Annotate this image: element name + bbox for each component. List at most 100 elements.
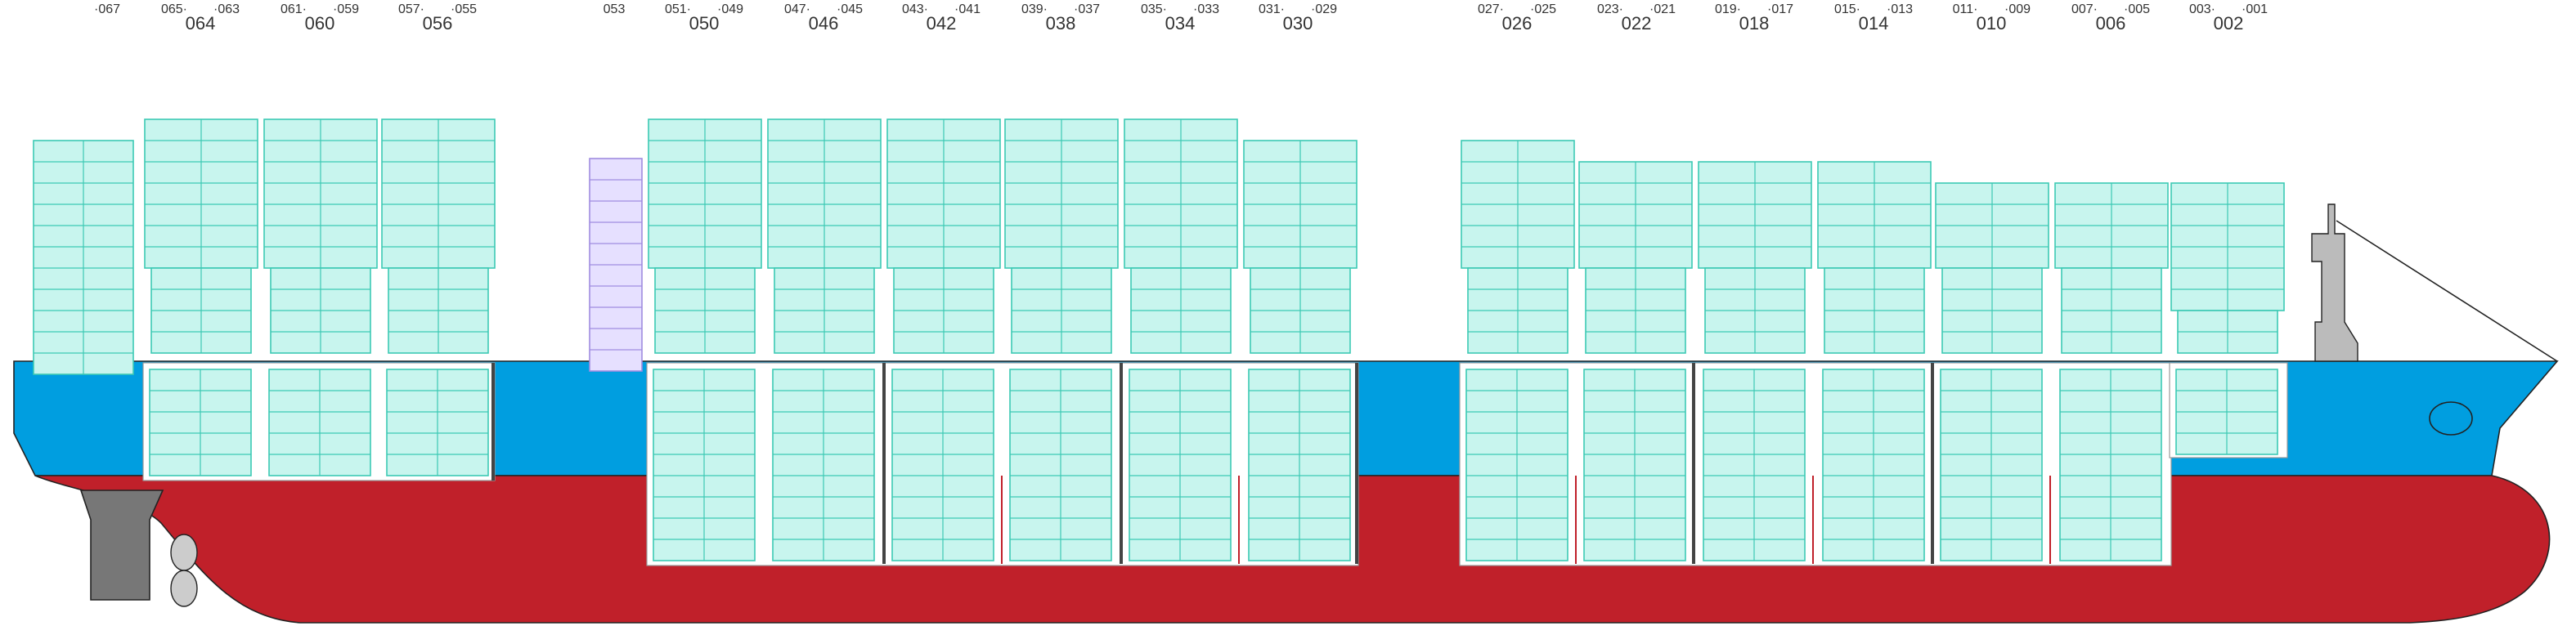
container-stack xyxy=(386,369,489,476)
bay-label-left: 039· xyxy=(1021,2,1048,16)
bay-label-left: 015· xyxy=(1834,2,1860,16)
bay-label: 030 xyxy=(1283,13,1313,34)
container-stack xyxy=(1703,369,1806,561)
bay-label-left: 043· xyxy=(902,2,928,16)
bay-label: 014 xyxy=(1859,13,1889,34)
container-stack xyxy=(150,267,252,354)
container-stack xyxy=(381,118,496,269)
container-stack xyxy=(1822,369,1925,561)
container-stack xyxy=(1585,267,1686,354)
hold xyxy=(1459,362,2172,566)
container-stack xyxy=(1248,369,1351,561)
bay-label-left: 047· xyxy=(784,2,810,16)
container-stack xyxy=(1941,267,2043,354)
container-stack xyxy=(1250,267,1351,354)
bay-label-right: ·049 xyxy=(717,2,743,16)
bay-label-left: 003· xyxy=(2189,2,2215,16)
rudder xyxy=(79,490,164,601)
bay-label: 064 xyxy=(186,13,216,34)
container-stack xyxy=(893,267,994,354)
bay-label: 060 xyxy=(305,13,335,34)
container-stack xyxy=(33,140,134,375)
bay-label-right: ·025 xyxy=(1530,2,1556,16)
bay-label-right: ·055 xyxy=(451,2,477,16)
bay-label-left: 035· xyxy=(1141,2,1167,16)
container-stack xyxy=(270,267,371,354)
container-stack xyxy=(1935,182,2049,269)
container-stack xyxy=(589,158,643,372)
bay-label-left: 031· xyxy=(1259,2,1285,16)
container-stack xyxy=(388,267,489,354)
propeller xyxy=(170,570,198,607)
stay xyxy=(2336,220,2558,362)
bay-label-right: ·013 xyxy=(1887,2,1913,16)
bay-label-right: ·037 xyxy=(1074,2,1100,16)
propeller xyxy=(170,534,198,571)
container-stack xyxy=(1824,267,1925,354)
container-stack xyxy=(2177,310,2278,354)
container-stack xyxy=(1704,267,1806,354)
container-stack xyxy=(149,369,252,476)
bay-label: 034 xyxy=(1165,13,1196,34)
container-stack xyxy=(1698,161,1812,269)
bay-label-right: ·021 xyxy=(1649,2,1676,16)
container-stack xyxy=(1004,118,1119,269)
container-stack xyxy=(767,118,882,269)
bay-label-single: 053 xyxy=(604,2,626,16)
bay-label-right: ·005 xyxy=(2124,2,2150,16)
container-stack xyxy=(1461,140,1575,269)
container-stack xyxy=(2054,182,2169,269)
bay-label-right: ·059 xyxy=(333,2,359,16)
container-stack xyxy=(886,118,1001,269)
container-stack xyxy=(1009,369,1112,561)
container-stack xyxy=(1129,369,1232,561)
container-stack xyxy=(2059,369,2162,561)
bay-label: 038 xyxy=(1046,13,1076,34)
bay-label-right: ·067 xyxy=(94,2,120,16)
container-stack xyxy=(263,118,378,269)
bay-label-left: 057· xyxy=(398,2,424,16)
bay-label-right: ·063 xyxy=(213,2,240,16)
container-stack xyxy=(774,267,875,354)
bay-label: 026 xyxy=(1502,13,1533,34)
container-stack xyxy=(1465,369,1568,561)
bay-label-right: ·045 xyxy=(837,2,863,16)
bay-label-left: 061· xyxy=(280,2,307,16)
container-stack xyxy=(144,118,258,269)
container-stack xyxy=(1011,267,1112,354)
container-stack xyxy=(268,369,371,476)
container-stack xyxy=(1578,161,1693,269)
bay-label-right: ·041 xyxy=(954,2,981,16)
container-stack xyxy=(654,267,756,354)
container-stack xyxy=(1243,140,1358,269)
container-stack xyxy=(1583,369,1686,561)
container-stack xyxy=(2061,267,2162,354)
container-stack xyxy=(1124,118,1238,269)
bay-label-right: ·017 xyxy=(1767,2,1793,16)
bay-label: 010 xyxy=(1977,13,2007,34)
bridge xyxy=(2311,203,2358,362)
container-stack xyxy=(2175,369,2278,455)
container-stack xyxy=(1817,161,1932,269)
logo xyxy=(2429,401,2473,436)
bay-label-right: ·029 xyxy=(1311,2,1337,16)
bay-label-right: ·033 xyxy=(1193,2,1219,16)
bay-label: 042 xyxy=(927,13,957,34)
bay-label-left: 019· xyxy=(1715,2,1741,16)
bay-label: 056 xyxy=(423,13,453,34)
bay-label-left: 011· xyxy=(1953,2,1978,16)
bay-label: 018 xyxy=(1739,13,1770,34)
bay-label: 006 xyxy=(2096,13,2126,34)
bay-label-left: 027· xyxy=(1478,2,1504,16)
bay-label-right: ·009 xyxy=(2004,2,2031,16)
container-stack xyxy=(891,369,994,561)
bay-label: 022 xyxy=(1622,13,1652,34)
container-stack xyxy=(1940,369,2043,561)
bay-label-right: ·001 xyxy=(2242,2,2268,16)
container-stack xyxy=(653,369,756,561)
bay-label: 050 xyxy=(689,13,720,34)
bay-label: 002 xyxy=(2214,13,2244,34)
bay-label-left: 051· xyxy=(665,2,691,16)
bay-label-left: 065· xyxy=(161,2,187,16)
